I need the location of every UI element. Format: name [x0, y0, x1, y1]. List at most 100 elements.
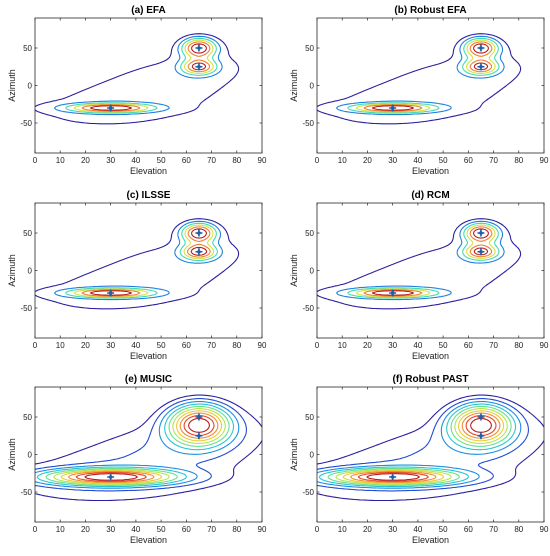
contour-level-1	[317, 394, 544, 502]
estimate-dot-3	[108, 291, 113, 295]
x-tick-label: 0	[315, 341, 320, 350]
y-tick-label: 50	[23, 413, 32, 422]
x-tick-label: 70	[489, 525, 498, 534]
y-axis-label: Azimuth	[7, 69, 17, 102]
contour-lines	[317, 218, 522, 310]
panel-6: 0 10 20 30 40 50 60 70 80 90 50 0 -50 (f) Robust PAST…	[289, 374, 549, 545]
x-tick-label: 70	[207, 525, 216, 534]
x-tick-label: 20	[81, 341, 90, 350]
x-tick-label: 80	[514, 156, 523, 165]
x-tick-label: 80	[232, 156, 241, 165]
y-tick-label: -50	[302, 119, 314, 128]
x-tick-label: 60	[182, 341, 191, 350]
x-tick-label: 10	[338, 156, 347, 165]
contour-level-4	[36, 403, 235, 488]
x-tick-label: 60	[182, 525, 191, 534]
contour-level-6	[335, 408, 508, 485]
contour-level-2	[336, 220, 505, 301]
y-axis-label: Azimuth	[7, 254, 17, 287]
estimate-dot-2	[197, 64, 201, 69]
y-tick-label: 0	[28, 451, 33, 460]
x-tick-label: 50	[439, 341, 448, 350]
x-tick-label: 80	[514, 341, 523, 350]
estimate-dot-1	[479, 46, 483, 50]
contour-level-10	[84, 417, 210, 481]
x-tick-label: 40	[413, 525, 422, 534]
x-axis-label: Elevation	[130, 351, 167, 361]
x-tick-label: 0	[33, 525, 38, 534]
contour-level-5	[45, 405, 230, 486]
contour-level-6	[53, 408, 226, 485]
x-tick-label: 90	[540, 156, 549, 165]
y-tick-label: 0	[310, 82, 315, 91]
estimate-dot-1	[197, 231, 201, 235]
x-tick-label: 0	[315, 525, 320, 534]
contour-level-5	[81, 226, 211, 297]
x-tick-label: 70	[489, 156, 498, 165]
estimate-dot-3	[390, 475, 395, 479]
x-tick-label: 0	[33, 156, 38, 165]
contour-level-3	[347, 222, 500, 299]
x-tick-label: 50	[157, 341, 166, 350]
y-tick-label: 50	[305, 44, 314, 53]
y-tick-label: -50	[302, 304, 314, 313]
x-tick-label: 10	[338, 341, 347, 350]
contour-level-3	[65, 37, 218, 114]
contour-level-5	[327, 405, 512, 486]
x-tick-label: 60	[464, 525, 473, 534]
contour-level-2	[54, 220, 223, 301]
y-tick-label: 50	[23, 44, 32, 53]
panel-3: 0 10 20 30 40 50 60 70 80 90 50 0 -50 (c) ILSSE Elevat…	[7, 190, 267, 361]
y-tick-label: 0	[310, 267, 315, 276]
y-tick-label: -50	[20, 304, 32, 313]
estimate-dot-2	[479, 249, 483, 254]
x-tick-label: 80	[232, 341, 241, 350]
contour-level-4	[73, 224, 215, 298]
contour-level-2	[317, 398, 529, 492]
estimate-dot-1	[197, 46, 201, 50]
x-tick-label: 20	[363, 341, 372, 350]
contour-level-4	[318, 403, 517, 488]
estimate-dot-2	[197, 249, 201, 254]
contour-level-3	[35, 400, 240, 489]
y-tick-label: 50	[305, 229, 314, 238]
contour-level-1	[317, 33, 522, 125]
estimate-dot-1	[479, 231, 483, 235]
contour-level-7	[342, 410, 505, 484]
panel-title: (d) RCM	[411, 190, 449, 201]
x-tick-label: 60	[182, 156, 191, 165]
contour-lines	[35, 33, 240, 125]
plot-area	[317, 18, 544, 153]
x-tick-label: 30	[388, 156, 397, 165]
y-axis-label: Azimuth	[289, 438, 299, 471]
contour-level-7	[60, 410, 223, 484]
estimate-dot-2	[479, 64, 483, 69]
estimate-dot-1	[479, 415, 483, 419]
contour-level-6	[90, 43, 208, 111]
x-tick-label: 60	[464, 341, 473, 350]
x-tick-label: 30	[106, 525, 115, 534]
contour-lines	[317, 394, 544, 502]
x-tick-label: 80	[514, 525, 523, 534]
panel-title: (f) Robust PAST	[393, 374, 469, 385]
x-tick-label: 90	[258, 525, 267, 534]
y-tick-label: -50	[20, 119, 32, 128]
x-axis-label: Elevation	[412, 166, 449, 176]
contour-level-1	[35, 33, 240, 125]
estimate-dot-3	[108, 475, 113, 479]
contour-level-6	[90, 228, 208, 296]
y-tick-label: -50	[302, 488, 314, 497]
contour-level-9	[357, 414, 497, 482]
plot-area	[35, 203, 262, 338]
contour-level-5	[363, 226, 493, 297]
x-tick-label: 30	[106, 156, 115, 165]
x-tick-label: 10	[56, 341, 65, 350]
estimate-dot-1	[197, 415, 201, 419]
x-tick-label: 70	[489, 341, 498, 350]
x-tick-label: 70	[207, 156, 216, 165]
contour-level-5	[363, 41, 493, 112]
x-tick-label: 50	[439, 156, 448, 165]
contour-level-4	[355, 224, 496, 298]
x-tick-label: 20	[81, 525, 90, 534]
x-tick-label: 20	[363, 156, 372, 165]
